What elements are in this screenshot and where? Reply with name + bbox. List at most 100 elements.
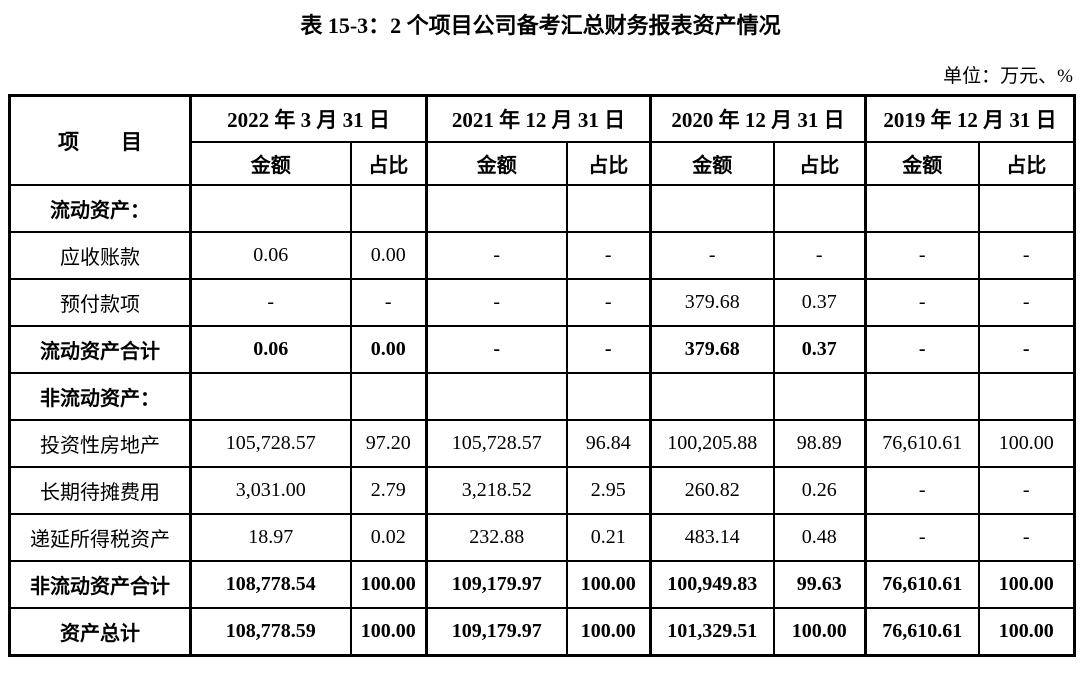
value-cell: 0.06: [189, 325, 352, 374]
ratio-header-2019: 占比: [977, 141, 1076, 186]
value-cell: 100.00: [977, 419, 1076, 468]
value-cell: 0.26: [772, 466, 867, 515]
amount-header-2021: 金额: [425, 141, 568, 186]
value-cell: [189, 372, 352, 421]
value-cell: 3,031.00: [189, 466, 352, 515]
assets-summary-table: 项 目 2022 年 3 月 31 日 2021 年 12 月 31 日 202…: [8, 94, 1076, 657]
value-cell: 97.20: [349, 419, 428, 468]
date-header-2021: 2021 年 12 月 31 日: [425, 94, 652, 143]
value-cell: -: [864, 278, 980, 327]
value-cell: 0.37: [772, 325, 867, 374]
value-cell: 379.68: [649, 278, 775, 327]
value-cell: -: [977, 325, 1076, 374]
value-cell: -: [864, 513, 980, 562]
value-cell: -: [864, 466, 980, 515]
value-cell: [977, 184, 1076, 233]
value-cell: 105,728.57: [425, 419, 568, 468]
table-row-total-noncurrent-assets: 非流动资产合计 108,778.54 100.00 109,179.97 100…: [8, 560, 1076, 609]
value-cell: [349, 184, 428, 233]
value-cell: -: [189, 278, 352, 327]
value-cell: -: [565, 325, 652, 374]
value-cell: 100,949.83: [649, 560, 775, 609]
value-cell: 100.00: [565, 607, 652, 657]
unit-note: 单位：万元、%: [943, 66, 1073, 87]
value-cell: [864, 372, 980, 421]
value-cell: [649, 184, 775, 233]
row-label-cell: 应收账款: [8, 231, 192, 280]
value-cell: 260.82: [649, 466, 775, 515]
value-cell: 100,205.88: [649, 419, 775, 468]
date-header-2022: 2022 年 3 月 31 日: [189, 94, 428, 143]
value-cell: 99.63: [772, 560, 867, 609]
value-cell: -: [977, 278, 1076, 327]
value-cell: [565, 184, 652, 233]
value-cell: [772, 184, 867, 233]
value-cell: [565, 372, 652, 421]
value-cell: -: [864, 325, 980, 374]
table-row-deferred-tax-assets: 递延所得税资产 18.97 0.02 232.88 0.21 483.14 0.…: [8, 513, 1076, 562]
table-row-total-current-assets: 流动资产合计 0.06 0.00 - - 379.68 0.37 - -: [8, 325, 1076, 374]
value-cell: -: [772, 231, 867, 280]
table-row-longterm-deferred-expenses: 长期待摊费用 3,031.00 2.79 3,218.52 2.95 260.8…: [8, 466, 1076, 515]
ratio-header-2022: 占比: [349, 141, 428, 186]
table-row-investment-property: 投资性房地产 105,728.57 97.20 105,728.57 96.84…: [8, 419, 1076, 468]
row-label-cell: 投资性房地产: [8, 419, 192, 468]
value-cell: 100.00: [977, 560, 1076, 609]
value-cell: -: [349, 278, 428, 327]
value-cell: [772, 372, 867, 421]
value-cell: -: [425, 325, 568, 374]
value-cell: 76,610.61: [864, 607, 980, 657]
value-cell: -: [565, 231, 652, 280]
row-label-cell: 非流动资产合计: [8, 560, 192, 609]
value-cell: 98.89: [772, 419, 867, 468]
row-label-cell: 流动资产：: [8, 184, 192, 233]
value-cell: 76,610.61: [864, 560, 980, 609]
value-cell: [349, 372, 428, 421]
value-cell: 109,179.97: [425, 560, 568, 609]
table-row-current-assets-section: 流动资产：: [8, 184, 1076, 233]
value-cell: -: [977, 513, 1076, 562]
row-label-cell: 长期待摊费用: [8, 466, 192, 515]
value-cell: [977, 372, 1076, 421]
item-header-cell: 项 目: [8, 94, 192, 186]
amount-header-2022: 金额: [189, 141, 352, 186]
value-cell: 100.00: [349, 607, 428, 657]
value-cell: [425, 372, 568, 421]
value-cell: 100.00: [977, 607, 1076, 657]
value-cell: -: [649, 231, 775, 280]
value-cell: [649, 372, 775, 421]
value-cell: 232.88: [425, 513, 568, 562]
value-cell: 0.48: [772, 513, 867, 562]
value-cell: 109,179.97: [425, 607, 568, 657]
value-cell: 0.37: [772, 278, 867, 327]
value-cell: 100.00: [565, 560, 652, 609]
value-cell: -: [425, 278, 568, 327]
header-row-dates: 项 目 2022 年 3 月 31 日 2021 年 12 月 31 日 202…: [8, 94, 1076, 186]
value-cell: -: [565, 278, 652, 327]
value-cell: 108,778.59: [189, 607, 352, 657]
row-label-cell: 预付款项: [8, 278, 192, 327]
date-header-2019: 2019 年 12 月 31 日: [864, 94, 1076, 143]
value-cell: 0.21: [565, 513, 652, 562]
table-row-total-assets: 资产总计 108,778.59 100.00 109,179.97 100.00…: [8, 607, 1076, 657]
value-cell: -: [425, 231, 568, 280]
value-cell: [864, 184, 980, 233]
value-cell: 100.00: [772, 607, 867, 657]
table-row-prepayments: 预付款项 - - - - 379.68 0.37 - -: [8, 278, 1076, 327]
amount-header-2019: 金额: [864, 141, 980, 186]
ratio-header-2020: 占比: [772, 141, 867, 186]
row-label-cell: 资产总计: [8, 607, 192, 657]
ratio-header-2021: 占比: [565, 141, 652, 186]
value-cell: [425, 184, 568, 233]
value-cell: 108,778.54: [189, 560, 352, 609]
header-row-subcolumns: 金额 占比 金额 占比 金额 占比 金额 占比: [10, 141, 1076, 186]
value-cell: 0.00: [349, 231, 428, 280]
page-title: 表 15-3：2 个项目公司备考汇总财务报表资产情况: [300, 13, 781, 38]
row-label-cell: 流动资产合计: [8, 325, 192, 374]
value-cell: 101,329.51: [649, 607, 775, 657]
value-cell: -: [864, 231, 980, 280]
value-cell: 483.14: [649, 513, 775, 562]
value-cell: 3,218.52: [425, 466, 568, 515]
value-cell: 379.68: [649, 325, 775, 374]
